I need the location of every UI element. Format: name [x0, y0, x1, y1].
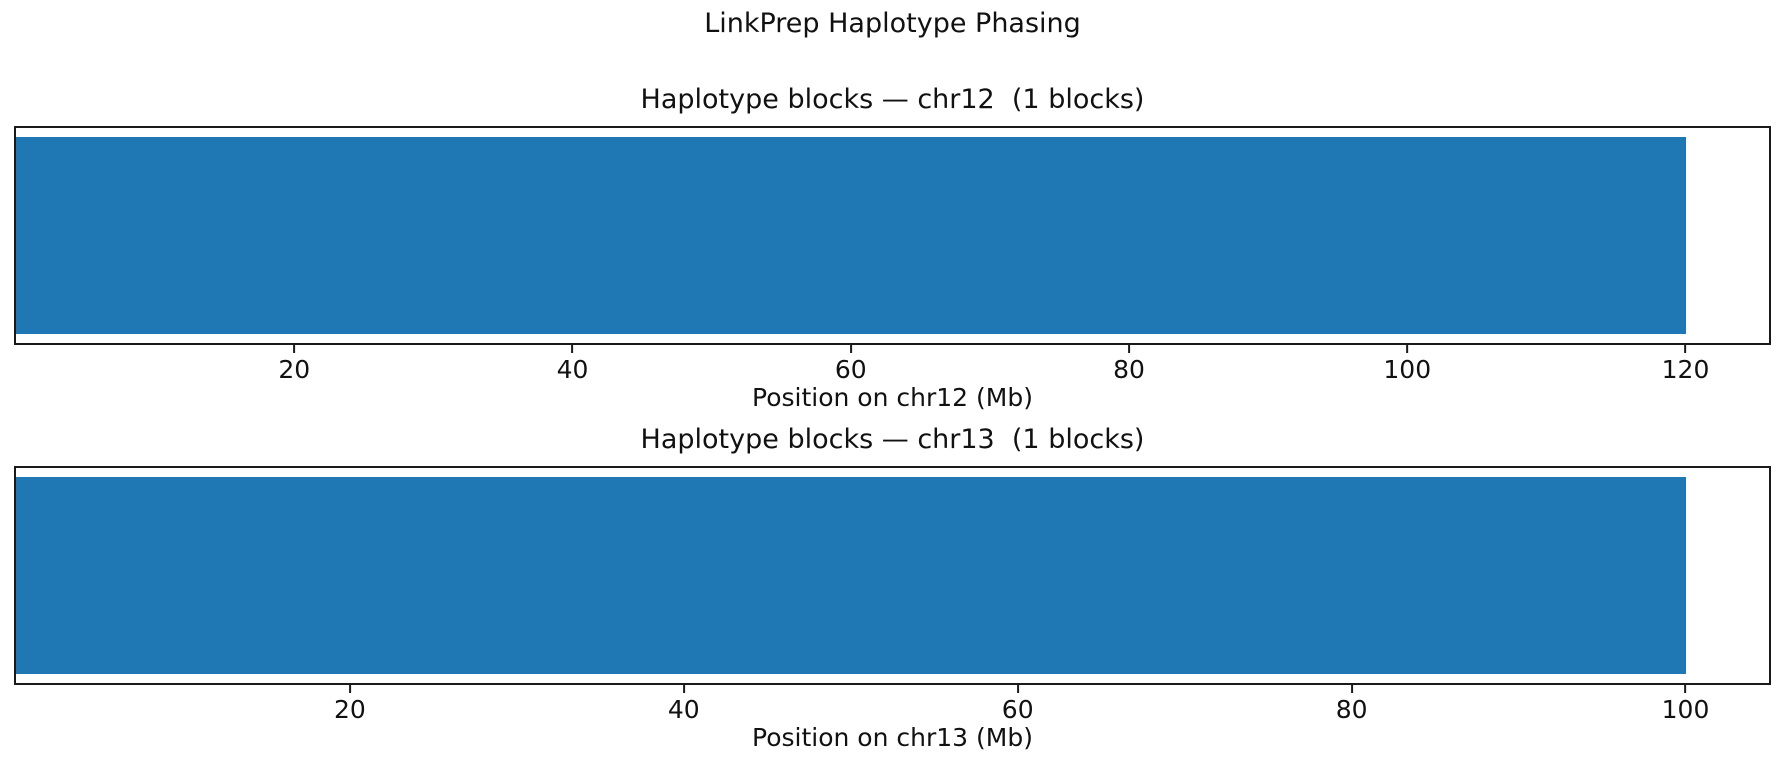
x-tick-label: 40: [556, 355, 589, 384]
x-tick-label: 60: [1001, 695, 1034, 724]
x-tick: 40: [668, 685, 700, 722]
x-tick: 40: [556, 345, 589, 384]
x-tick: 100: [1383, 345, 1431, 382]
x-tick: 120: [1661, 345, 1710, 384]
x-tick-mark: [348, 685, 351, 693]
x-tick-label: 20: [278, 355, 311, 384]
x-tick-mark: [682, 685, 685, 693]
x-tick-label: 40: [667, 695, 700, 724]
axes-chr12: [14, 126, 1771, 345]
x-tick-mark: [1128, 345, 1131, 353]
x-tick-mark: [1016, 685, 1019, 693]
x-tick-mark: [571, 345, 574, 353]
x-tick-label: 100: [1661, 695, 1710, 724]
x-axis-label-chr13: Position on chr13 (Mb): [752, 723, 1033, 752]
x-tick-mark: [1406, 345, 1409, 353]
subplot-title-chr12: Haplotype blocks — chr12 (1 blocks): [640, 84, 1145, 115]
x-tick-mark: [293, 345, 296, 353]
subplot-title-chr13: Haplotype blocks — chr13 (1 blocks): [640, 424, 1145, 455]
x-tick-mark: [1350, 685, 1353, 693]
x-tick: 60: [835, 345, 867, 382]
x-tick-label: 20: [333, 695, 366, 724]
x-tick: 100: [1661, 685, 1710, 724]
x-tick-label: 100: [1383, 355, 1432, 384]
x-tick-label: 120: [1661, 355, 1710, 384]
x-tick-mark: [1684, 685, 1687, 693]
x-tick: 60: [1002, 685, 1034, 722]
x-tick-label: 80: [1335, 695, 1368, 724]
x-tick: 80: [1336, 685, 1368, 722]
x-tick-label: 80: [1113, 355, 1145, 384]
x-axis-label-chr12: Position on chr12 (Mb): [752, 383, 1033, 412]
haplotype-block-bar: [16, 477, 1686, 674]
x-tick: 20: [278, 345, 310, 382]
x-tick: 20: [334, 685, 366, 722]
x-tick-label: 60: [834, 355, 867, 384]
x-tick-mark: [849, 345, 852, 353]
x-tick-mark: [1684, 345, 1687, 353]
x-tick: 80: [1113, 345, 1145, 382]
axes-chr13: [14, 466, 1771, 685]
haplotype-block-bar: [16, 137, 1686, 334]
x-tick-row-chr13: 20 40 60 80 100: [16, 685, 1769, 729]
x-tick-row-chr12: 20 40 60 80 100 120: [16, 345, 1769, 389]
figure-suptitle: LinkPrep Haplotype Phasing: [704, 8, 1081, 39]
